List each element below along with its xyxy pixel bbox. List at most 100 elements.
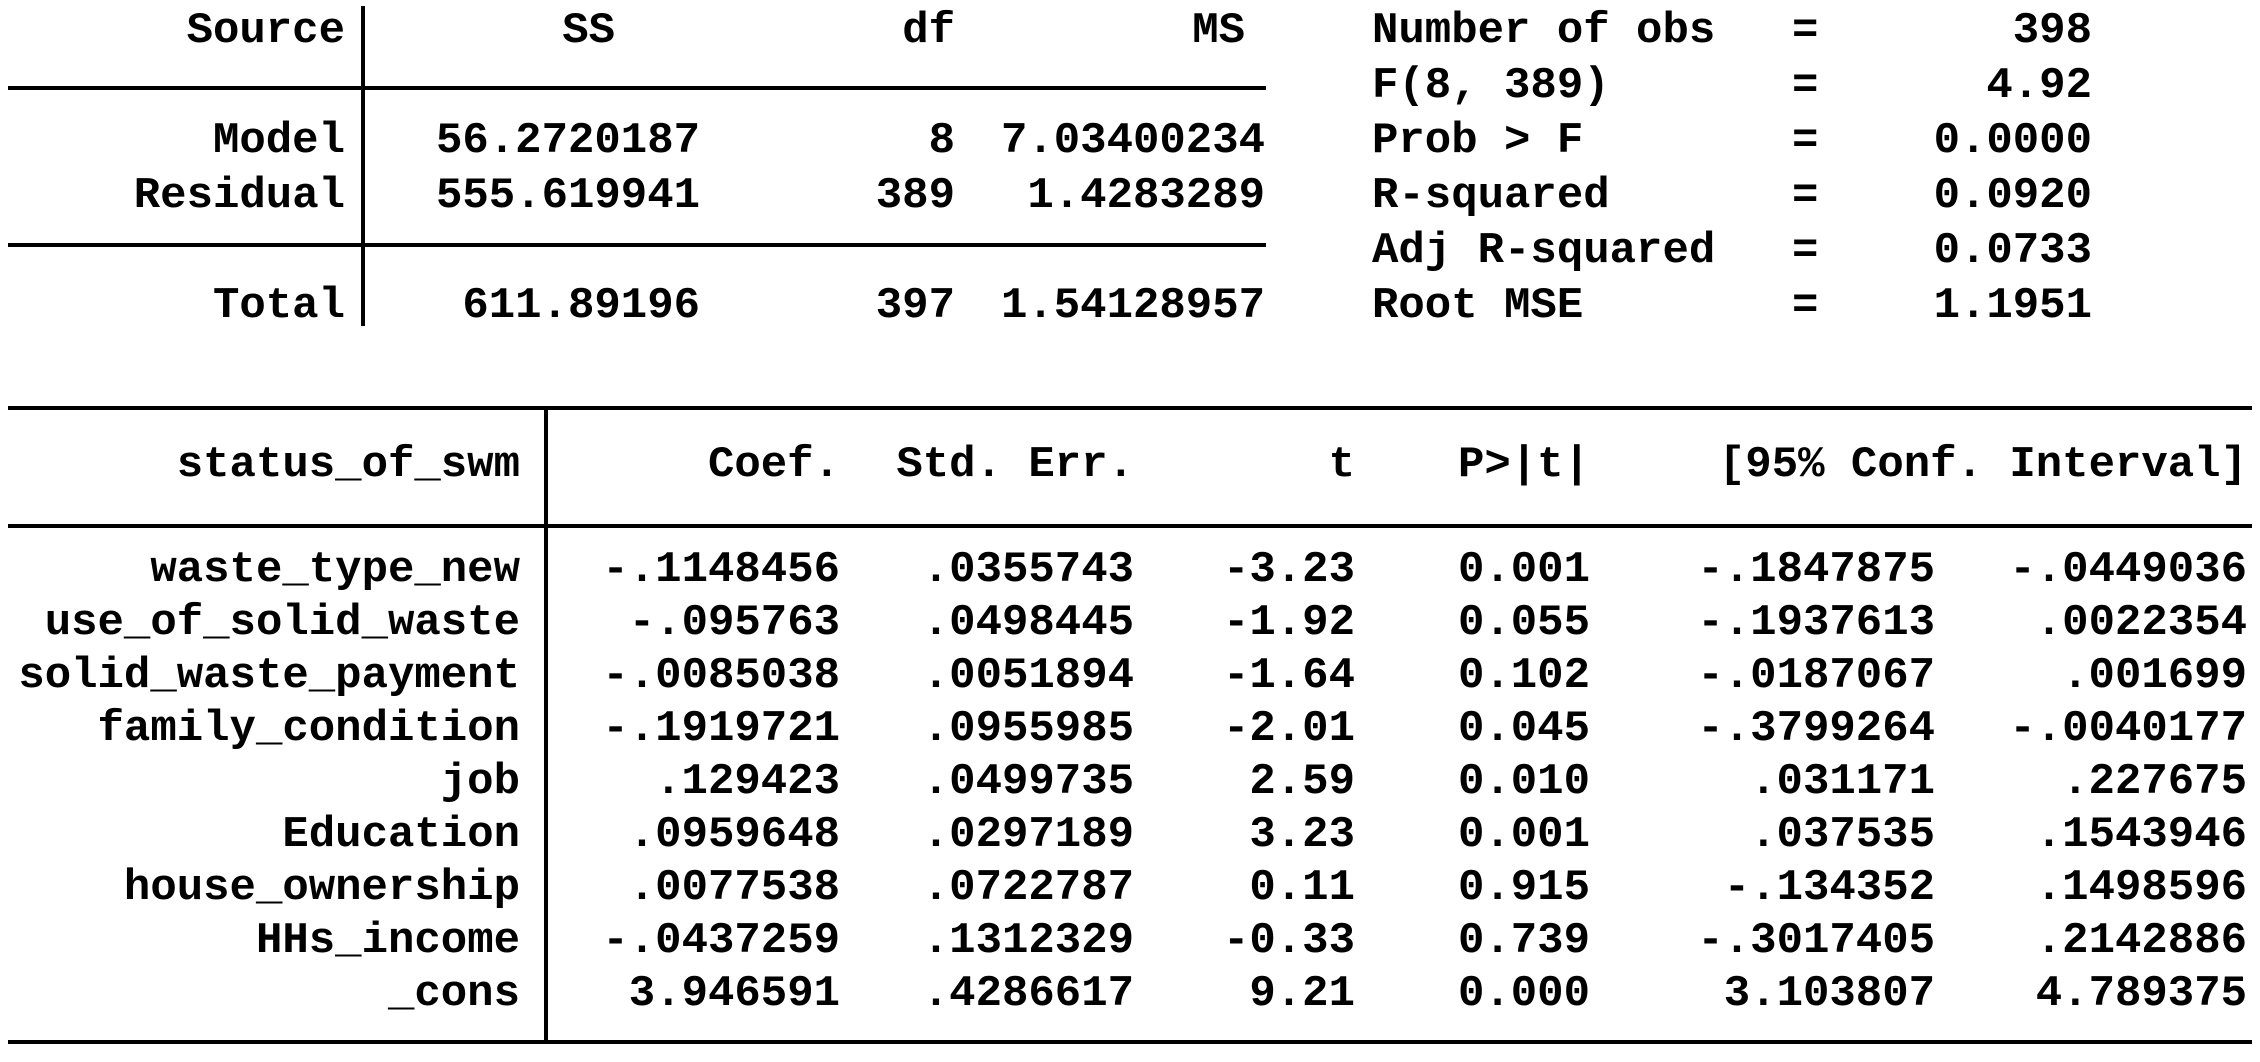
ci-lower: -.0187067 bbox=[1697, 650, 1935, 701]
t-value: -2.01 bbox=[1222, 703, 1355, 754]
p-value: 0.000 bbox=[1457, 968, 1590, 1019]
coef-value: -.0437259 bbox=[602, 915, 840, 966]
ci-lower: .037535 bbox=[1750, 809, 1935, 860]
p-value: 0.010 bbox=[1457, 756, 1590, 807]
ci-upper: .227675 bbox=[2062, 756, 2247, 807]
variable-name: HHs_income bbox=[255, 915, 520, 966]
t-value: 0.11 bbox=[1249, 862, 1355, 913]
ci-upper: .1543946 bbox=[2035, 809, 2247, 860]
variable-name: solid_waste_payment bbox=[18, 650, 520, 701]
coef-row-job: job .129423 .0499735 2.59 0.010 .031171 … bbox=[0, 755, 2260, 808]
coef-row-hhs-income: HHs_income -.0437259 .1312329 -0.33 0.73… bbox=[0, 914, 2260, 967]
anova-header-df: df bbox=[902, 5, 955, 56]
stat-value: 1.1951 bbox=[1933, 280, 2092, 331]
anova-total-ms: 1.54128957 bbox=[1000, 280, 1265, 331]
coef-value: -.1919721 bbox=[602, 703, 840, 754]
ci-lower: 3.103807 bbox=[1723, 968, 1935, 1019]
ci-lower: -.3799264 bbox=[1697, 703, 1935, 754]
anova-model-ms: 7.03400234 bbox=[1000, 115, 1265, 166]
coef-table-divider-line bbox=[544, 406, 548, 1044]
anova-residual-df: 389 bbox=[875, 170, 955, 221]
p-value: 0.045 bbox=[1457, 703, 1590, 754]
stat-value: 398 bbox=[2012, 5, 2092, 56]
p-value: 0.915 bbox=[1457, 862, 1590, 913]
coef-value: -.095763 bbox=[628, 597, 840, 648]
ci-upper: .2142886 bbox=[2035, 915, 2247, 966]
stat-r-squared: R-squared = 0.0920 bbox=[1372, 168, 2092, 223]
std-err-value: .0499735 bbox=[922, 756, 1134, 807]
variable-name: job bbox=[440, 756, 520, 807]
anova-header-ms: MS bbox=[1192, 5, 1245, 56]
stat-value: 4.92 bbox=[1986, 60, 2092, 111]
equals-sign: = bbox=[1792, 5, 1819, 56]
anova-model-label: Model bbox=[212, 115, 345, 166]
stat-label: F(8, 389) bbox=[1372, 60, 1610, 111]
coef-row-use-of-solid-waste: use_of_solid_waste -.095763 .0498445 -1.… bbox=[0, 596, 2260, 649]
stat-value: 0.0920 bbox=[1933, 170, 2092, 221]
anova-header-rule bbox=[8, 86, 1266, 90]
coef-table-top-rule bbox=[8, 406, 2252, 410]
std-err-value: .0498445 bbox=[922, 597, 1134, 648]
anova-total-df: 397 bbox=[875, 280, 955, 331]
ci-upper: .0022354 bbox=[2035, 597, 2247, 648]
std-err-value: .0297189 bbox=[922, 809, 1134, 860]
coef-row-solid-waste-payment: solid_waste_payment -.0085038 .0051894 -… bbox=[0, 649, 2260, 702]
ci-upper: 4.789375 bbox=[2035, 968, 2247, 1019]
equals-sign: = bbox=[1792, 225, 1819, 276]
ci-lower: -.134352 bbox=[1723, 862, 1935, 913]
p-value: 0.102 bbox=[1457, 650, 1590, 701]
coef-value: -.0085038 bbox=[602, 650, 840, 701]
coef-table-header-row: status_of_swm Coef. Std. Err. t P>|t| [9… bbox=[0, 438, 2260, 491]
t-header: t bbox=[1328, 439, 1355, 490]
ci-lower: -.3017405 bbox=[1697, 915, 1935, 966]
coef-row-family-condition: family_condition -.1919721 .0955985 -2.0… bbox=[0, 702, 2260, 755]
variable-name: use_of_solid_waste bbox=[44, 597, 520, 648]
std-err-value: .0355743 bbox=[922, 544, 1134, 595]
t-value: -0.33 bbox=[1222, 915, 1355, 966]
std-err-value: .0722787 bbox=[922, 862, 1134, 913]
variable-name: house_ownership bbox=[123, 862, 520, 913]
equals-sign: = bbox=[1792, 170, 1819, 221]
p-value: 0.055 bbox=[1457, 597, 1590, 648]
conf-interval-header: [95% Conf. Interval] bbox=[1718, 439, 2247, 490]
t-value: -1.64 bbox=[1222, 650, 1355, 701]
anova-row-model: Model 56.2720187 8 7.03400234 bbox=[0, 113, 1270, 168]
anova-divider-line bbox=[361, 6, 365, 326]
coef-table-bottom-rule bbox=[8, 1040, 2252, 1044]
anova-total-label: Total bbox=[212, 280, 345, 331]
stat-adj-r-squared: Adj R-squared = 0.0733 bbox=[1372, 223, 2092, 278]
ci-lower: -.1847875 bbox=[1697, 544, 1935, 595]
equals-sign: = bbox=[1792, 115, 1819, 166]
ci-lower: -.1937613 bbox=[1697, 597, 1935, 648]
stat-label: Prob > F bbox=[1372, 115, 1584, 166]
anova-header-row: Source SS df MS bbox=[0, 3, 1270, 58]
stat-label: R-squared bbox=[1372, 170, 1610, 221]
stat-prob-f: Prob > F = 0.0000 bbox=[1372, 113, 2092, 168]
t-value: -3.23 bbox=[1222, 544, 1355, 595]
anova-header-source: Source bbox=[186, 5, 345, 56]
ci-upper: -.0449036 bbox=[2009, 544, 2247, 595]
ci-upper: .001699 bbox=[2062, 650, 2247, 701]
anova-row-residual: Residual 555.619941 389 1.4283289 bbox=[0, 168, 1270, 223]
stat-f: F(8, 389) = 4.92 bbox=[1372, 58, 2092, 113]
fit-statistics-block: Number of obs = 398 F(8, 389) = 4.92 Pro… bbox=[1372, 3, 2092, 333]
anova-row-total: Total 611.89196 397 1.54128957 bbox=[0, 278, 1270, 333]
coef-row-cons: _cons 3.946591 .4286617 9.21 0.000 3.103… bbox=[0, 967, 2260, 1020]
anova-model-df: 8 bbox=[928, 115, 955, 166]
anova-residual-ss: 555.619941 bbox=[435, 170, 700, 221]
coef-row-house-ownership: house_ownership .0077538 .0722787 0.11 0… bbox=[0, 861, 2260, 914]
stat-label: Adj R-squared bbox=[1372, 225, 1716, 276]
coef-value: .0077538 bbox=[628, 862, 840, 913]
std-err-value: .4286617 bbox=[922, 968, 1134, 1019]
ci-lower: .031171 bbox=[1750, 756, 1935, 807]
stat-value: 0.0000 bbox=[1933, 115, 2092, 166]
coef-table-header-rule bbox=[8, 524, 2252, 528]
anova-total-rule bbox=[8, 243, 1266, 247]
ci-upper: .1498596 bbox=[2035, 862, 2247, 913]
p-value: 0.001 bbox=[1457, 544, 1590, 595]
stat-label: Root MSE bbox=[1372, 280, 1584, 331]
variable-name: waste_type_new bbox=[150, 544, 520, 595]
coef-row-education: Education .0959648 .0297189 3.23 0.001 .… bbox=[0, 808, 2260, 861]
variable-name: _cons bbox=[387, 968, 520, 1019]
